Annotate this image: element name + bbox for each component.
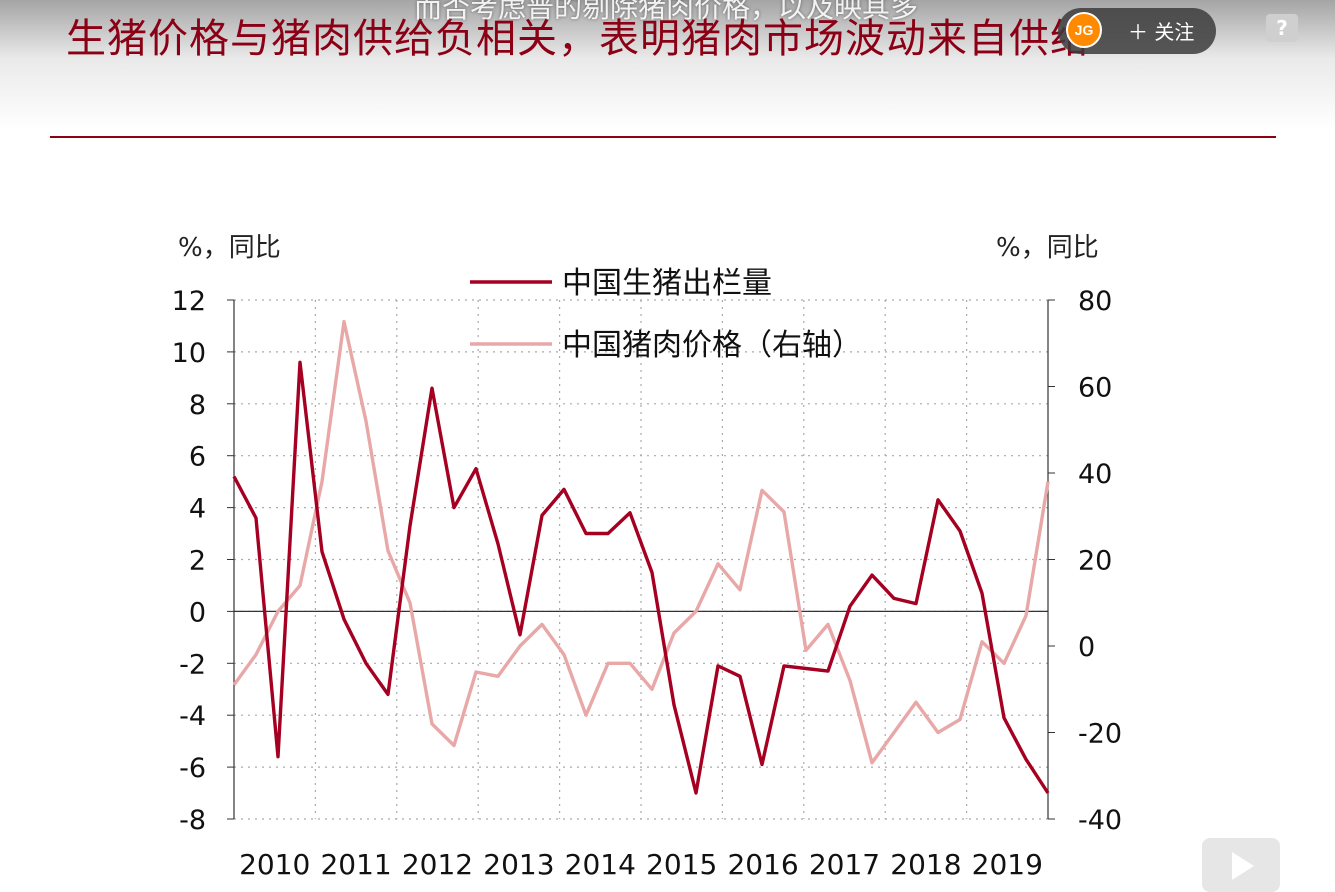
x-tick-label: 2010 [239, 848, 310, 881]
x-tick-label: 2015 [646, 848, 717, 881]
left-tick-label: -4 [179, 701, 206, 732]
x-tick-label: 2016 [727, 848, 798, 881]
x-tick-label: 2017 [809, 848, 880, 881]
title-divider [50, 136, 1276, 138]
help-icon[interactable]: ? [1266, 14, 1298, 42]
left-unit-label: %，同比 [178, 233, 281, 263]
left-tick-label: -6 [179, 753, 206, 784]
series [232, 319, 1050, 795]
avatar-text: JG [1074, 22, 1094, 38]
x-tick-label: 2019 [972, 848, 1043, 881]
follow-label[interactable]: ＋ 关注 [1128, 16, 1194, 45]
right-tick-label: 20 [1078, 546, 1112, 577]
left-tick-label: 4 [189, 494, 206, 525]
follow-text: 关注 [1154, 20, 1195, 44]
left-tick-label: -8 [179, 805, 206, 836]
left-tick-label: 12 [172, 286, 206, 317]
right-tick-label: -40 [1078, 805, 1122, 836]
series-line-right [232, 319, 1050, 765]
slide-title: 生猪价格与猪肉供给负相关，表明猪肉市场波动来自供给 [66, 16, 1091, 62]
legend-label: 中国猪肉价格（右轴） [562, 328, 862, 363]
right-tick-label: 60 [1078, 373, 1112, 404]
legend-label: 中国生猪出栏量 [562, 266, 772, 301]
left-tick-label: 10 [172, 338, 206, 369]
play-icon-triangle [1232, 852, 1254, 880]
video-subtitle: 而否考虑普的剔除猪肉价格，以及映其多 [414, 0, 919, 24]
left-tick-label: 2 [189, 546, 206, 577]
left-tick-label: 0 [189, 597, 206, 628]
x-tick-label: 2018 [890, 848, 961, 881]
right-tick-label: 40 [1078, 459, 1112, 490]
play-icon[interactable] [1198, 828, 1284, 892]
right-tick-label: 0 [1078, 632, 1095, 663]
plus-icon: ＋ [1128, 20, 1148, 44]
right-tick-label: 80 [1078, 286, 1112, 317]
x-tick-label: 2014 [565, 848, 636, 881]
x-tick-label: 2013 [483, 848, 554, 881]
x-tick-label: 2011 [320, 848, 391, 881]
x-tick-label: 2012 [402, 848, 473, 881]
right-unit-label: %，同比 [996, 233, 1099, 263]
series-line-left [232, 360, 1050, 795]
left-tick-label: 8 [189, 390, 206, 421]
left-tick-label: 6 [189, 442, 206, 473]
channel-avatar[interactable]: JG [1066, 12, 1102, 48]
left-tick-label: -2 [179, 649, 206, 680]
right-tick-label: -20 [1078, 719, 1122, 750]
